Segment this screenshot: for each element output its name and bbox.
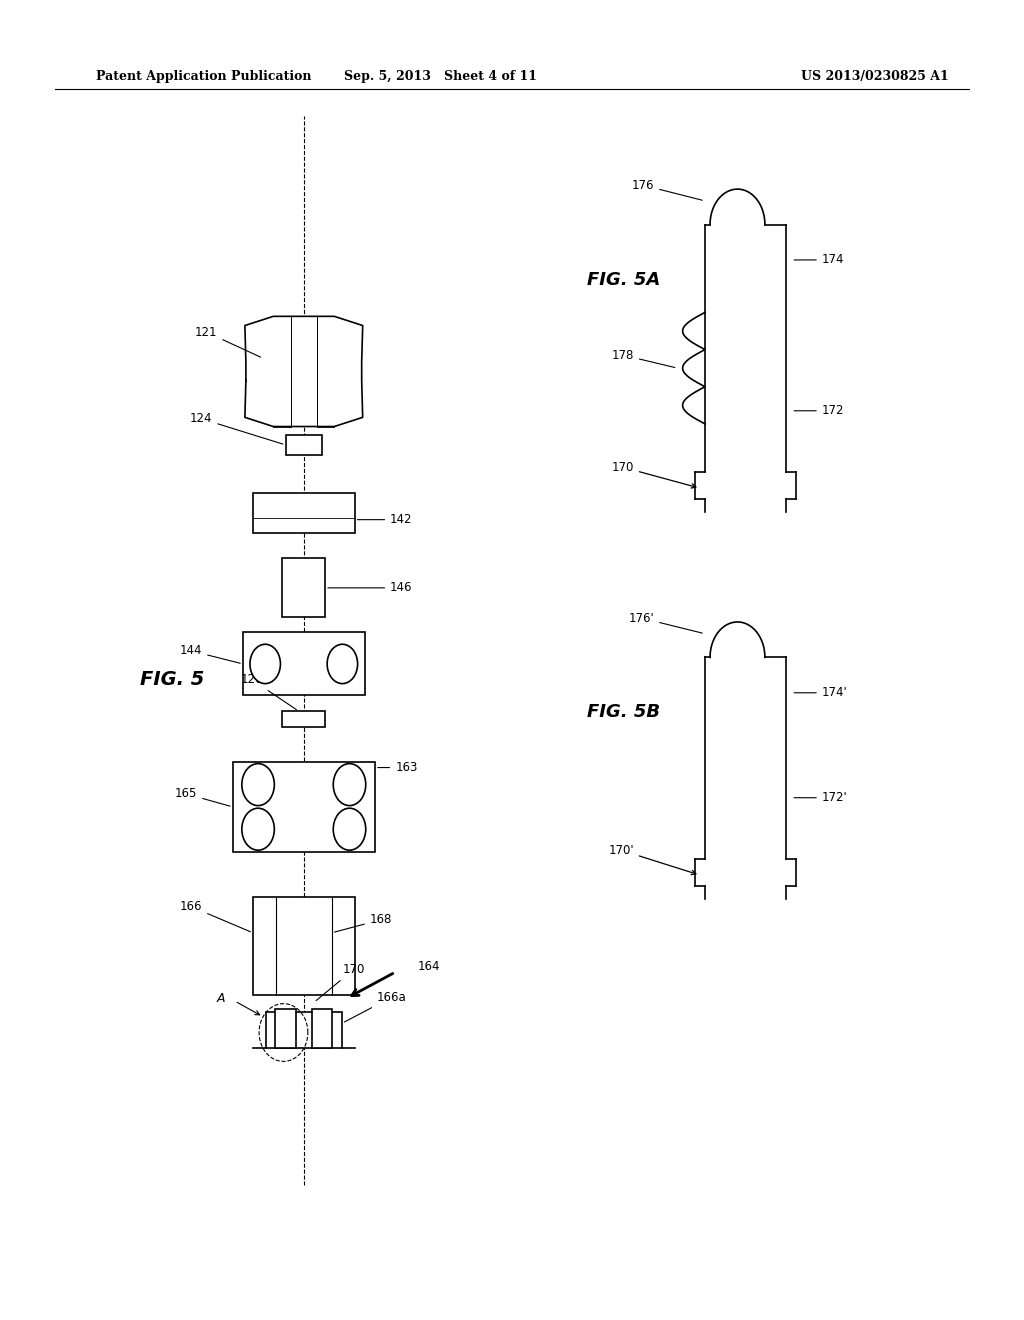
Text: 121: 121	[195, 326, 261, 358]
Text: 168: 168	[335, 913, 392, 932]
Polygon shape	[245, 317, 362, 426]
Text: 174': 174'	[794, 686, 848, 700]
Bar	[232, 763, 375, 851]
Text: A: A	[216, 991, 224, 1005]
Text: 166a: 166a	[344, 990, 407, 1022]
Bar	[283, 711, 325, 727]
Text: 166: 166	[180, 900, 251, 932]
Circle shape	[242, 808, 274, 850]
Bar	[253, 494, 354, 533]
Text: 164: 164	[418, 961, 440, 973]
Text: 178: 178	[611, 348, 675, 367]
Bar	[705, 657, 786, 899]
Text: 124: 124	[189, 412, 283, 444]
Bar	[265, 1011, 342, 1048]
Text: 144: 144	[180, 644, 241, 663]
Text: 172: 172	[794, 404, 844, 417]
Text: 142: 142	[357, 513, 413, 527]
Bar	[312, 1008, 332, 1048]
Bar	[283, 558, 325, 618]
Text: 174: 174	[794, 253, 844, 267]
Text: Patent Application Publication: Patent Application Publication	[95, 70, 311, 83]
Text: 172': 172'	[794, 791, 848, 804]
Text: Sep. 5, 2013   Sheet 4 of 11: Sep. 5, 2013 Sheet 4 of 11	[344, 70, 538, 83]
Circle shape	[333, 764, 366, 805]
Text: FIG. 5: FIG. 5	[139, 671, 204, 689]
Text: 176: 176	[632, 178, 702, 201]
Text: US 2013/0230825 A1: US 2013/0230825 A1	[801, 70, 949, 83]
Bar	[286, 436, 322, 454]
Text: 170': 170'	[608, 843, 696, 875]
Text: FIG. 5B: FIG. 5B	[587, 704, 660, 722]
Circle shape	[327, 644, 357, 684]
Bar	[275, 1008, 296, 1048]
Circle shape	[250, 644, 281, 684]
Text: 170: 170	[611, 461, 696, 488]
Text: 163: 163	[378, 762, 418, 774]
Bar	[705, 224, 786, 512]
Circle shape	[333, 808, 366, 850]
Text: 126: 126	[241, 673, 296, 710]
Text: 146: 146	[328, 581, 413, 594]
Circle shape	[242, 764, 274, 805]
Text: 176': 176'	[629, 611, 702, 634]
Bar	[243, 632, 365, 696]
Bar	[253, 896, 354, 995]
Text: 165: 165	[175, 787, 230, 807]
Text: FIG. 5A: FIG. 5A	[587, 271, 660, 289]
Text: 170: 170	[316, 964, 365, 1001]
